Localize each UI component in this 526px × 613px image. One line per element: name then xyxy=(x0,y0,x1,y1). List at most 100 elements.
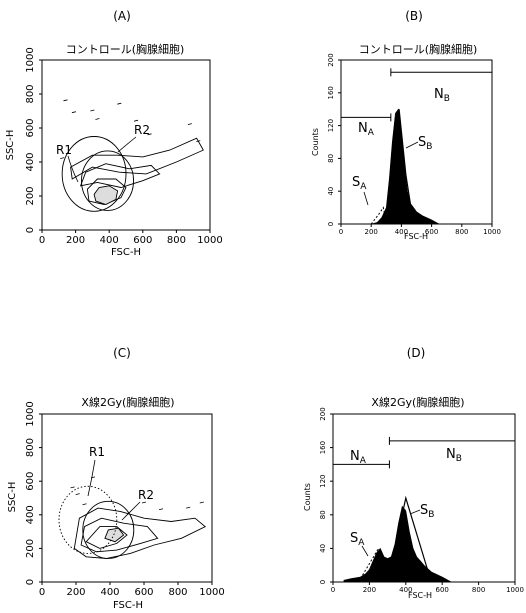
panel-c-regions xyxy=(58,485,135,559)
panel-a-xlabel: FSC-H xyxy=(111,247,141,258)
panel-a-outlier-point xyxy=(187,123,192,125)
panel-a-outlier-point xyxy=(71,111,77,114)
panel-b-y-tick-label: 120 xyxy=(327,119,335,132)
panel-a-region-r1-label: R1 xyxy=(56,143,72,157)
panel-a-ylabel: SSC-H xyxy=(5,130,16,161)
panel-b-sb-main: S xyxy=(418,135,426,150)
panel-c-contours xyxy=(73,507,207,559)
panel-d-y-tick-label: 0 xyxy=(319,580,327,584)
panel-c-contour-level xyxy=(104,527,125,543)
panel-c-x-tick-label: 600 xyxy=(134,587,153,598)
panel-b-na-label: NA xyxy=(358,121,375,138)
panel-c-contour-level xyxy=(80,517,159,553)
panel-b-sb-label: SB xyxy=(418,135,432,152)
panel-b-nb-sub: B xyxy=(444,94,450,104)
panel-c-region-r2-label: R2 xyxy=(138,488,154,502)
panel-d-na-label: NA xyxy=(350,449,367,466)
panel-c-outlier-point xyxy=(158,508,164,511)
panel-a-contour-level xyxy=(79,163,161,188)
panel-c-y-tick-label: 200 xyxy=(25,539,36,558)
panel-c-y-tick-label: 1000 xyxy=(25,401,36,426)
panel-d: (D) X線2Gy(胸腺細胞) 0 200 400 600 800 1000 0 40 80 12… xyxy=(303,346,524,600)
panel-a-region-r1 xyxy=(61,136,127,212)
panel-a-y-tick-label: 1000 xyxy=(25,47,36,72)
panel-a-outliers xyxy=(60,99,201,159)
panel-c-contour-level xyxy=(73,507,207,559)
panel-b-nb-main: N xyxy=(434,87,444,102)
panel-a-outlier-point xyxy=(133,119,139,122)
panel-a-y-tick-label: 800 xyxy=(25,84,36,103)
panel-b-plot-frame xyxy=(340,59,493,225)
panel-d-y-tick-label: 40 xyxy=(319,544,327,553)
panel-b-fit-sa xyxy=(370,206,387,225)
panel-c-y-tick-label: 0 xyxy=(25,579,36,585)
panel-d-xlabel: FSC-H xyxy=(408,591,432,600)
panel-d-na-main: N xyxy=(350,449,360,464)
panel-d-histogram xyxy=(343,505,452,583)
panel-d-sa-main: S xyxy=(350,531,358,546)
panel-b-fit-sb xyxy=(385,109,415,225)
panel-a-x-tick-label: 0 xyxy=(39,235,45,246)
panel-a-outlier-point xyxy=(117,102,122,105)
panel-a-region-r2-leader xyxy=(117,136,137,153)
panel-a-contour-level xyxy=(93,185,119,205)
panel-a-x-tick-label: 400 xyxy=(100,235,119,246)
panel-a-contours xyxy=(70,137,204,205)
panel-b-letter: (B) xyxy=(405,9,423,23)
panel-a-outlier-point xyxy=(196,140,201,142)
panel-a-outlier-point xyxy=(60,157,65,159)
panel-a-axes: 0 200 400 600 800 1000 0 200 400 600 800 1000 xyxy=(25,47,223,246)
panel-d-y-tick-label: 120 xyxy=(319,475,327,488)
panel-c-axes: 0 200 400 600 800 1000 0 200 400 600 800 1000 xyxy=(25,401,225,598)
panel-a-region-r2-label: R2 xyxy=(134,123,150,137)
panel-c-letter: (C) xyxy=(113,346,131,360)
panel-a-y-tick-label: 600 xyxy=(25,118,36,137)
panel-c-plot-frame xyxy=(41,413,213,583)
panel-d-fit-sb xyxy=(387,495,432,583)
panel-a-title: コントロール(胸腺細胞) xyxy=(66,42,185,56)
panel-b-nb-label: NB xyxy=(434,87,450,104)
panel-b-na-main: N xyxy=(358,121,368,136)
panel-c-region-r2-leader xyxy=(121,501,141,521)
panel-b-fits xyxy=(370,109,415,225)
panel-c-outlier-point xyxy=(75,493,80,496)
panel-b-x-tick-label: 600 xyxy=(425,228,438,236)
panel-d-sb-sub: B xyxy=(428,510,434,520)
panel-b-sa-leader xyxy=(363,191,369,206)
panel-a-outlier-point xyxy=(95,118,100,120)
panel-b-x-tick-label: 0 xyxy=(339,228,343,236)
panel-a-plot-frame xyxy=(41,59,211,231)
panel-d-axes: 0 200 400 600 800 1000 0 40 80 120 160 200 xyxy=(319,407,524,594)
panel-a-region-r1-leader xyxy=(67,155,79,183)
panel-d-x-tick-label: 1000 xyxy=(506,586,524,594)
panel-b-sa-main: S xyxy=(352,175,360,190)
panel-c-region-r2 xyxy=(82,500,135,559)
panel-a-x-tick-label: 800 xyxy=(167,235,186,246)
panel-c: (C) X線2Gy(胸腺細胞) 0 200 400 600 800 1000 0 200 400… xyxy=(7,346,225,611)
panel-c-title: X線2Gy(胸腺細胞) xyxy=(81,395,174,409)
panel-c-x-tick-label: 0 xyxy=(39,587,45,598)
panel-c-y-tick-label: 800 xyxy=(25,438,36,457)
panel-a-regions xyxy=(61,136,135,212)
panel-d-sa-leader xyxy=(361,545,369,557)
panel-c-region-r1-leader xyxy=(87,459,96,497)
panel-b-y-tick-label: 40 xyxy=(327,187,335,196)
panel-a-letter: (A) xyxy=(113,9,131,23)
panel-c-region-r1 xyxy=(58,485,118,554)
panel-d-nb-label: NB xyxy=(446,447,462,464)
panel-a-x-tick-label: 600 xyxy=(133,235,152,246)
panel-d-histogram-area xyxy=(343,505,452,583)
panel-c-x-tick-label: 1000 xyxy=(199,587,224,598)
panel-d-x-tick-label: 600 xyxy=(436,586,449,594)
panel-b: (B) コントロール(胸腺細胞) 0 200 400 600 800 1000 0 40 80 1… xyxy=(311,9,501,241)
panel-c-outlier-point xyxy=(199,501,204,504)
panel-b-x-tick-label: 400 xyxy=(395,228,408,236)
panel-c-x-tick-label: 200 xyxy=(66,587,85,598)
panel-b-x-tick-label: 1000 xyxy=(483,228,501,236)
panel-b-title: コントロール(胸腺細胞) xyxy=(359,42,478,56)
panel-c-y-tick-label: 400 xyxy=(25,505,36,524)
panel-b-ylabel: Counts xyxy=(311,128,320,156)
panel-c-x-tick-label: 400 xyxy=(100,587,119,598)
panel-c-x-tick-label: 800 xyxy=(168,587,187,598)
